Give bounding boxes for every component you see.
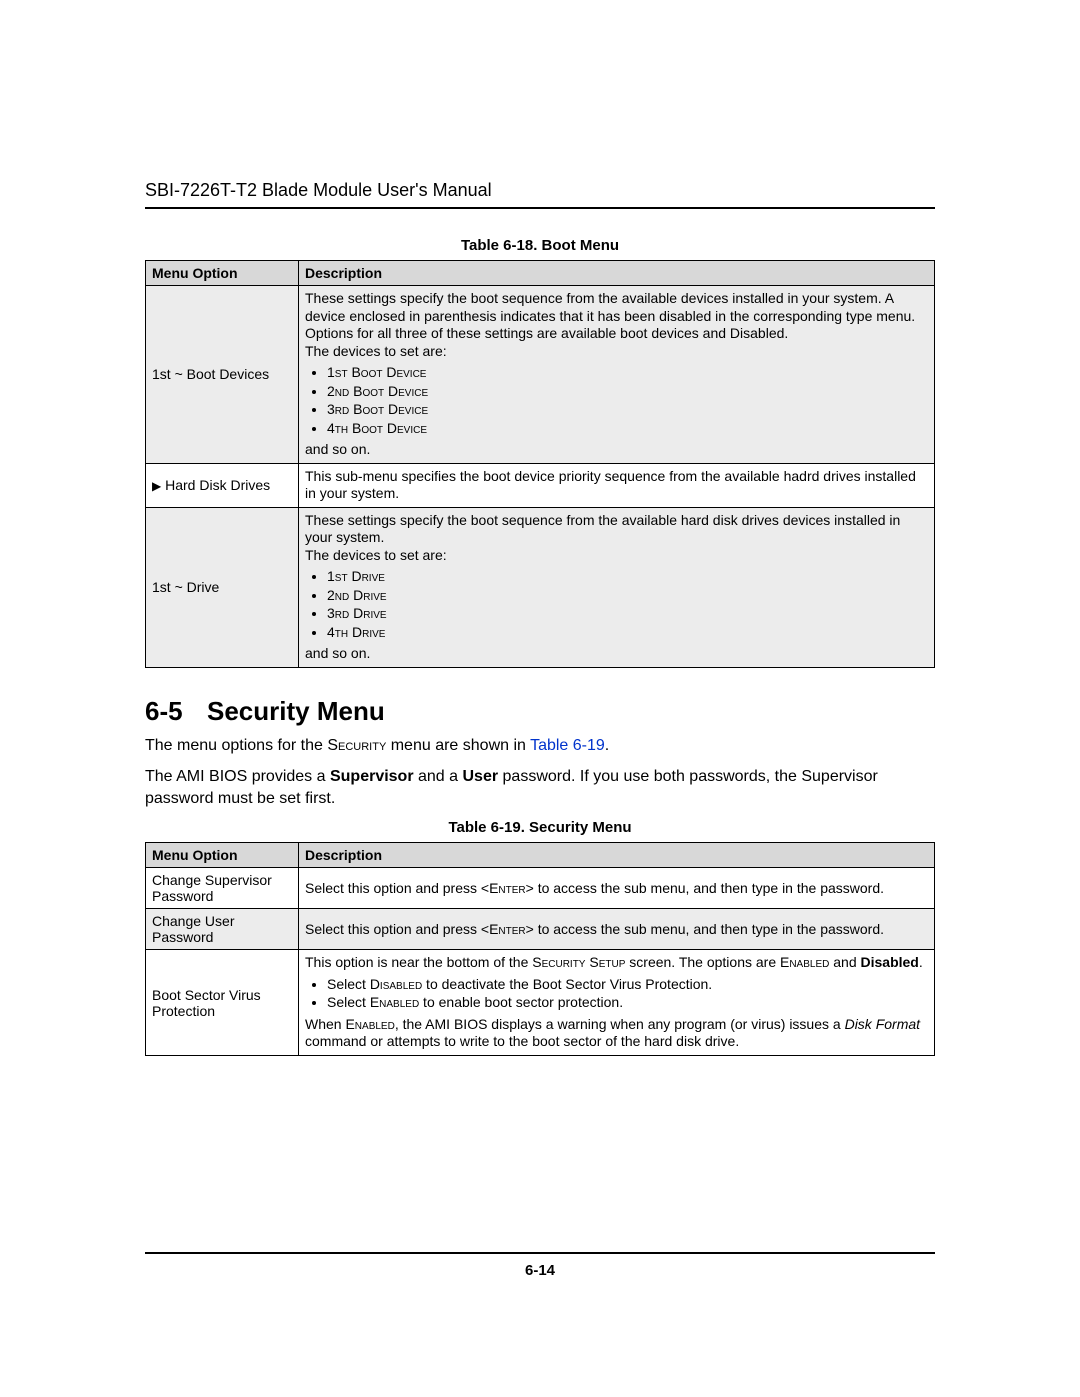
drive-list: 1st Drive 2nd Drive 3rd Drive 4th Drive [327, 568, 928, 641]
header-rule [145, 207, 935, 209]
text: command or attempts to write to the boot… [305, 1033, 739, 1049]
text: Select this option and press < [305, 880, 489, 896]
menu-option-cell: Boot Sector Virus Protection [146, 950, 299, 1056]
menu-option-cell: Change User Password [146, 909, 299, 950]
description-cell: This option is near the bottom of the Se… [299, 950, 935, 1056]
boot-intro: These settings specify the boot sequence… [305, 290, 915, 341]
table-row: 1st ~ Boot Devices These settings specif… [146, 286, 935, 464]
drive-intro: These settings specify the boot sequence… [305, 512, 900, 546]
hdd-label: Hard Disk Drives [165, 477, 270, 493]
text: > to access the sub menu, and then type … [526, 880, 884, 896]
text: Select [327, 994, 370, 1010]
table-row: 1st ~ Drive These settings specify the b… [146, 507, 935, 667]
drive-devset: The devices to set are: [305, 547, 447, 563]
table-sec-caption: Table 6-19. Security Menu [145, 819, 935, 836]
description-cell: Select this option and press <Enter> to … [299, 868, 935, 909]
list-item: 2nd Drive [327, 587, 928, 605]
text: and [829, 954, 860, 970]
bold-text: Disabled [861, 954, 919, 970]
list-item: 4th Drive [327, 624, 928, 642]
section-title: Security Menu [207, 696, 385, 726]
text: . [605, 737, 609, 754]
description-cell: These settings specify the boot sequence… [299, 507, 935, 667]
option-bullets: Select Disabled to deactivate the Boot S… [327, 976, 928, 1012]
text: screen. The options are [625, 954, 780, 970]
smallcaps-text: Enabled [780, 954, 829, 970]
paragraph: The AMI BIOS provides a Supervisor and a… [145, 766, 935, 809]
section-heading: 6-5Security Menu [145, 696, 935, 727]
paragraph: The menu options for the Security menu a… [145, 735, 935, 757]
text: The menu options for the [145, 737, 327, 754]
running-header: SBI-7226T-T2 Blade Module User's Manual [145, 180, 935, 201]
text: > to access the sub menu, and then type … [526, 921, 884, 937]
description-cell: These settings specify the boot sequence… [299, 286, 935, 464]
triangle-icon: ▶ [152, 479, 161, 493]
table-reference-link[interactable]: Table 6-19 [530, 737, 605, 754]
table-row: Boot Sector Virus Protection This option… [146, 950, 935, 1056]
boot-device-list: 1st Boot Device 2nd Boot Device 3rd Boot… [327, 364, 928, 437]
drive-outro: and so on. [305, 645, 370, 661]
list-item: 1st Boot Device [327, 364, 928, 382]
table-row: ▶ Hard Disk Drives This sub-menu specifi… [146, 463, 935, 507]
smallcaps-text: Enabled [345, 1016, 394, 1032]
text: menu are shown in [386, 737, 530, 754]
text: When [305, 1016, 345, 1032]
col-menu-option: Menu Option [146, 843, 299, 868]
smallcaps-text: Disabled [370, 976, 422, 992]
italic-text: Disk Format [845, 1016, 920, 1032]
list-item: Select Disabled to deactivate the Boot S… [327, 976, 928, 994]
smallcaps-text: Enter [489, 921, 526, 937]
smallcaps-text: Security Setup [532, 954, 625, 970]
menu-option-cell: ▶ Hard Disk Drives [146, 463, 299, 507]
menu-option-cell: 1st ~ Drive [146, 507, 299, 667]
footer-rule [145, 1252, 935, 1254]
col-description: Description [299, 843, 935, 868]
page-number: 6-14 [145, 1262, 935, 1279]
table-header-row: Menu Option Description [146, 261, 935, 286]
text: This option is near the bottom of the [305, 954, 532, 970]
description-cell: Select this option and press <Enter> to … [299, 909, 935, 950]
list-item: Select Enabled to enable boot sector pro… [327, 994, 928, 1012]
table-security: Menu Option Description Change Superviso… [145, 842, 935, 1056]
menu-option-cell: Change Supervisor Password [146, 868, 299, 909]
text: to enable boot sector protection. [419, 994, 623, 1010]
smallcaps-text: Enabled [370, 994, 419, 1010]
smallcaps-text: Security [327, 737, 386, 754]
table-boot-caption: Table 6-18. Boot Menu [145, 237, 935, 254]
text: , the AMI BIOS displays a warning when a… [395, 1016, 845, 1032]
list-item: 1st Drive [327, 568, 928, 586]
table-row: Change Supervisor Password Select this o… [146, 868, 935, 909]
menu-option-cell: 1st ~ Boot Devices [146, 286, 299, 464]
text: to deactivate the Boot Sector Virus Prot… [422, 976, 712, 992]
text: Select [327, 976, 370, 992]
boot-outro: and so on. [305, 441, 370, 457]
page: SBI-7226T-T2 Blade Module User's Manual … [0, 0, 1080, 1397]
list-item: 4th Boot Device [327, 420, 928, 438]
description-cell: This sub-menu specifies the boot device … [299, 463, 935, 507]
list-item: 3rd Boot Device [327, 401, 928, 419]
page-footer: 6-14 [145, 1252, 935, 1279]
boot-devset: The devices to set are: [305, 343, 447, 359]
text: . [919, 954, 923, 970]
table-row: Change User Password Select this option … [146, 909, 935, 950]
section-number: 6-5 [145, 696, 207, 727]
smallcaps-text: Enter [489, 880, 526, 896]
list-item: 3rd Drive [327, 605, 928, 623]
text: Select this option and press < [305, 921, 489, 937]
list-item: 2nd Boot Device [327, 383, 928, 401]
col-menu-option: Menu Option [146, 261, 299, 286]
table-boot: Menu Option Description 1st ~ Boot Devic… [145, 260, 935, 668]
col-description: Description [299, 261, 935, 286]
table-header-row: Menu Option Description [146, 843, 935, 868]
